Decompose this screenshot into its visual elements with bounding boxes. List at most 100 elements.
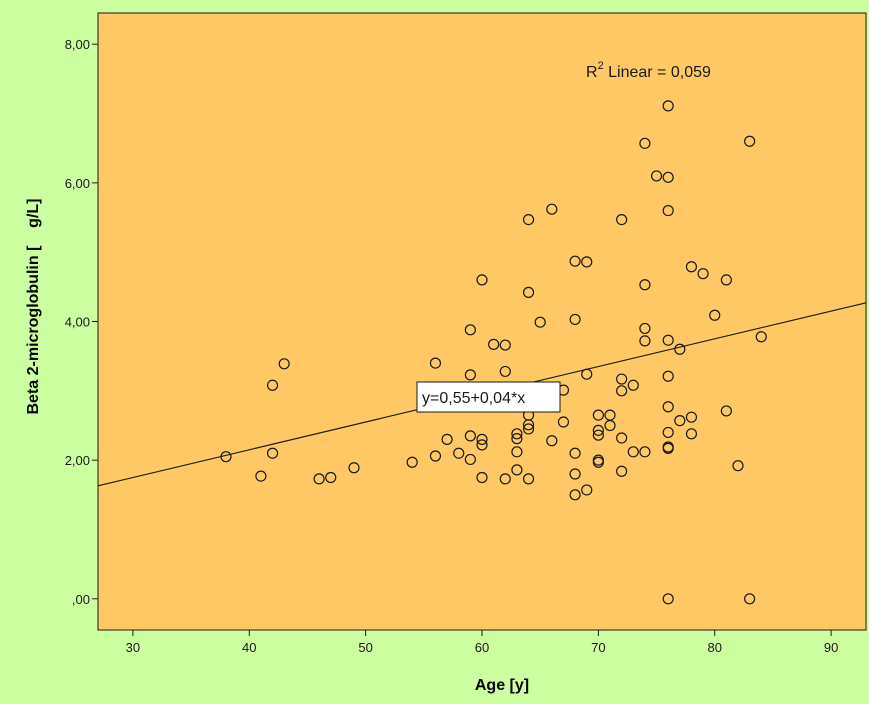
data-point (476, 433, 488, 445)
x-axis-title: Age [y] (475, 677, 529, 694)
x-tick-label: 60 (475, 640, 489, 655)
data-point (720, 274, 732, 286)
data-point (604, 409, 616, 421)
y-tick-label: 4,00 (65, 315, 90, 330)
data-point (522, 286, 535, 298)
data-point (616, 385, 628, 397)
plot-area (98, 13, 866, 630)
data-point (499, 365, 511, 378)
data-point (464, 324, 476, 336)
data-point (569, 468, 581, 480)
data-point (476, 439, 488, 451)
data-point (697, 268, 709, 280)
data-point (220, 451, 232, 463)
data-point (429, 357, 442, 369)
data-point (476, 471, 488, 484)
data-point (662, 426, 674, 439)
x-tick-label: 70 (591, 640, 605, 655)
data-point (592, 409, 604, 421)
data-point (476, 274, 488, 286)
data-point (616, 373, 628, 385)
data-point (709, 309, 721, 321)
data-point (639, 322, 651, 335)
data-point (266, 379, 279, 391)
data-point (685, 411, 698, 423)
data-point (592, 429, 604, 441)
data-point (616, 432, 628, 444)
data-point (511, 446, 523, 458)
data-point (662, 370, 674, 382)
data-point (464, 369, 476, 381)
data-point (732, 460, 744, 472)
x-tick-label: 30 (126, 640, 140, 655)
data-point (546, 203, 558, 215)
data-point (662, 171, 674, 183)
equation-box (416, 381, 561, 413)
data-point (464, 453, 476, 466)
data-point (639, 137, 651, 149)
data-point (499, 473, 511, 485)
data-point (255, 470, 267, 482)
data-point (511, 428, 523, 440)
data-point (348, 462, 360, 474)
data-point (429, 450, 442, 462)
data-point (557, 416, 570, 428)
data-point (569, 255, 581, 267)
data-point (266, 447, 279, 459)
x-tick-label: 40 (242, 640, 256, 655)
r2-annotation: R2 Linear = 0,059 (586, 60, 711, 81)
data-point (546, 435, 558, 447)
data-point (464, 430, 476, 442)
data-point (313, 473, 325, 485)
data-point (639, 279, 651, 291)
data-point (453, 447, 465, 459)
data-point (627, 446, 639, 458)
data-point (441, 433, 453, 445)
data-point (592, 424, 604, 436)
points-layer (220, 100, 767, 605)
data-point (639, 446, 651, 458)
data-point (685, 428, 698, 440)
data-point (662, 593, 674, 605)
x-tick-label: 50 (358, 640, 372, 655)
data-point (581, 484, 593, 496)
x-tick-label: 90 (824, 640, 838, 655)
data-point (662, 441, 674, 453)
data-point (325, 471, 337, 484)
data-point (627, 379, 639, 391)
data-point (639, 335, 651, 347)
data-point (650, 170, 663, 182)
data-point (406, 456, 418, 468)
equation-label: y=0,55+0,04*x (422, 390, 525, 407)
y-axis-title: Beta 2-microglobulin [ g/L] (25, 199, 42, 415)
y-tick-label: 6,00 (65, 176, 90, 191)
data-point (720, 405, 732, 417)
data-point (522, 213, 535, 226)
data-point (499, 339, 511, 351)
data-point (581, 256, 593, 268)
data-point (662, 334, 674, 346)
data-point (534, 316, 546, 328)
data-point (616, 213, 628, 226)
data-point (278, 358, 290, 370)
data-point (569, 447, 581, 459)
data-point (569, 489, 581, 501)
data-point (674, 415, 686, 427)
data-point (581, 368, 593, 380)
data-point (511, 433, 523, 445)
data-point (662, 204, 674, 217)
equation-label-layer: y=0,55+0,04*x (416, 381, 561, 413)
data-point (592, 454, 604, 466)
data-point (662, 100, 674, 112)
data-point (522, 473, 535, 485)
data-point (616, 465, 628, 477)
x-tick-label: 80 (707, 640, 721, 655)
y-tick-label: 8,00 (65, 37, 90, 52)
data-point (662, 401, 674, 413)
y-tick-label: 2,00 (65, 453, 90, 468)
data-point (744, 135, 756, 147)
axes-layer: 30 40 50 60 70 80 90 ,00 2,00 4,00 6,00 8,00 (65, 12, 867, 655)
data-point (569, 313, 581, 326)
